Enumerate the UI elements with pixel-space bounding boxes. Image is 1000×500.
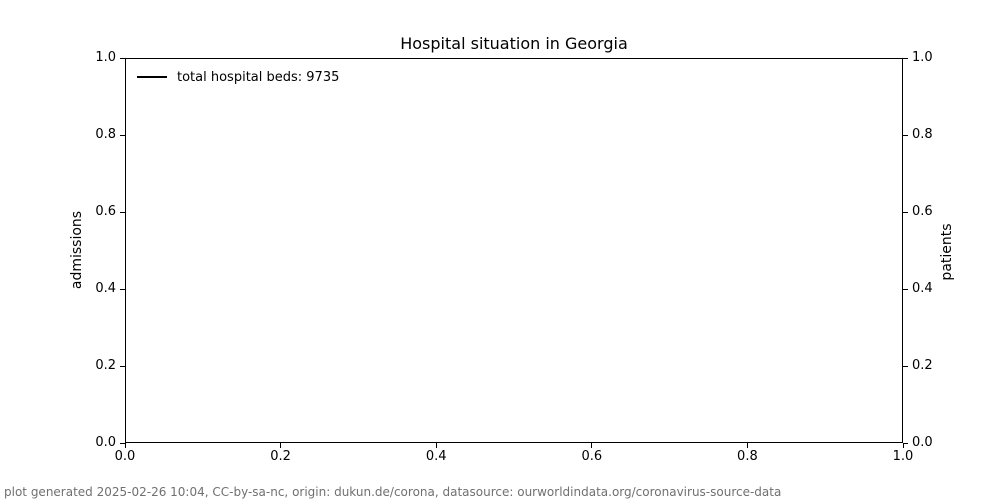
x-tick-label: 1.0	[892, 449, 914, 464]
x-tick-mark	[591, 443, 593, 448]
legend-line-sample	[137, 76, 167, 78]
y-tick-mark-left	[120, 211, 125, 213]
y-tick-label-left: 0.2	[95, 358, 116, 373]
y-tick-mark-right	[903, 288, 908, 290]
y-tick-mark-left	[120, 288, 125, 290]
y-tick-mark-right	[903, 365, 908, 367]
chart-title: Hospital situation in Georgia	[400, 34, 628, 53]
footer-note: plot generated 2025-02-26 10:04, CC-by-s…	[4, 485, 782, 499]
plot-area	[125, 58, 903, 443]
y-axis-label-left: admissions	[69, 210, 85, 290]
y-tick-mark-right	[903, 211, 908, 213]
x-tick-label: 0.8	[737, 449, 758, 464]
x-tick-label: 0.2	[270, 449, 291, 464]
y-tick-label-left: 0.8	[95, 127, 116, 142]
x-tick-mark	[746, 443, 748, 448]
legend-label: total hospital beds: 9735	[177, 69, 340, 85]
y-tick-mark-left	[120, 57, 125, 59]
y-tick-mark-right	[903, 442, 908, 444]
y-tick-mark-right	[903, 57, 908, 59]
x-tick-mark	[435, 443, 437, 448]
x-tick-mark	[902, 443, 904, 448]
y-axis-label-right: patients	[939, 223, 955, 281]
y-tick-mark-left	[120, 442, 125, 444]
y-tick-label-left: 0.6	[95, 204, 116, 219]
x-tick-mark	[280, 443, 282, 448]
y-tick-label-right: 0.8	[912, 127, 933, 142]
y-tick-label-left: 0.4	[95, 281, 116, 296]
y-tick-mark-left	[120, 134, 125, 136]
y-tick-mark-left	[120, 365, 125, 367]
legend: total hospital beds: 9735	[137, 69, 339, 85]
y-tick-label-right: 0.6	[912, 204, 933, 219]
y-tick-label-right: 0.0	[912, 435, 933, 450]
y-tick-label-right: 1.0	[912, 50, 933, 65]
y-tick-mark-right	[903, 134, 908, 136]
x-tick-mark	[124, 443, 126, 448]
y-tick-label-left: 1.0	[95, 50, 116, 65]
x-tick-label: 0.0	[114, 449, 136, 464]
y-tick-label-left: 0.0	[95, 435, 116, 450]
x-tick-label: 0.6	[581, 449, 603, 464]
y-tick-label-right: 0.4	[912, 281, 933, 296]
y-tick-label-right: 0.2	[912, 358, 933, 373]
x-tick-label: 0.4	[425, 449, 447, 464]
